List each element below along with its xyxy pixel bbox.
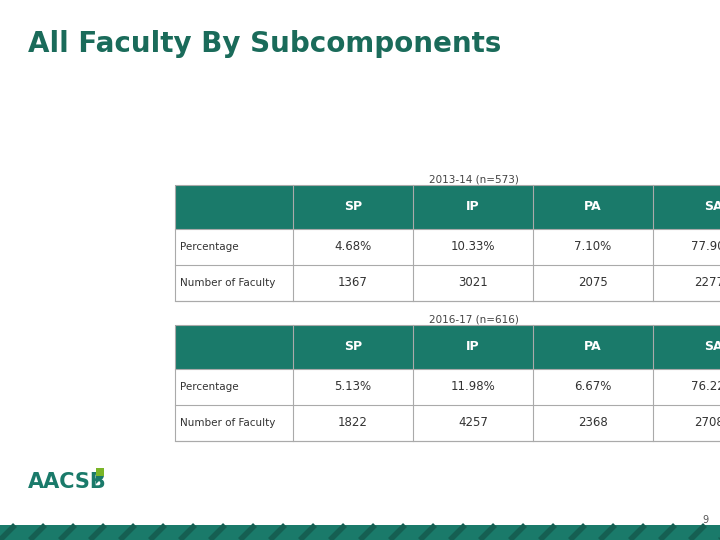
Text: 4257: 4257 [458,416,488,429]
Polygon shape [96,468,104,476]
Text: SP: SP [344,200,362,213]
Text: Percentage: Percentage [180,242,238,252]
Text: 10.33%: 10.33% [451,240,495,253]
Text: 1822: 1822 [338,416,368,429]
Bar [0,525,720,540]
Bar [175,325,720,369]
Text: 27080: 27080 [694,416,720,429]
Text: 1367: 1367 [338,276,368,289]
Bar [175,325,720,441]
Text: Percentage: Percentage [180,382,238,392]
Text: SA: SA [703,341,720,354]
Text: 5.13%: 5.13% [334,381,372,394]
Text: Number of Faculty: Number of Faculty [180,278,275,288]
Bar [175,185,720,301]
Text: 2368: 2368 [578,416,608,429]
Text: 2075: 2075 [578,276,608,289]
Text: 76.22%: 76.22% [690,381,720,394]
Text: 4.68%: 4.68% [334,240,372,253]
Bar [175,369,720,441]
Bar [175,185,720,229]
Text: IP: IP [466,341,480,354]
Text: 2013-14 (n=573): 2013-14 (n=573) [429,174,519,184]
Text: All Faculty By Subcomponents: All Faculty By Subcomponents [28,30,501,58]
Text: SP: SP [344,341,362,354]
Text: 22776: 22776 [694,276,720,289]
Text: 7.10%: 7.10% [575,240,611,253]
Text: 9: 9 [702,515,708,525]
Text: 6.67%: 6.67% [575,381,612,394]
Text: 77.90%: 77.90% [690,240,720,253]
Text: PA: PA [584,341,602,354]
Text: 2016-17 (n=616): 2016-17 (n=616) [429,314,519,324]
Text: IP: IP [466,200,480,213]
Text: Number of Faculty: Number of Faculty [180,418,275,428]
Text: 11.98%: 11.98% [451,381,495,394]
Text: SA: SA [703,200,720,213]
Polygon shape [96,476,104,484]
Text: AACSB: AACSB [28,472,107,492]
Text: 3021: 3021 [458,276,488,289]
Text: PA: PA [584,200,602,213]
Bar [175,229,720,301]
